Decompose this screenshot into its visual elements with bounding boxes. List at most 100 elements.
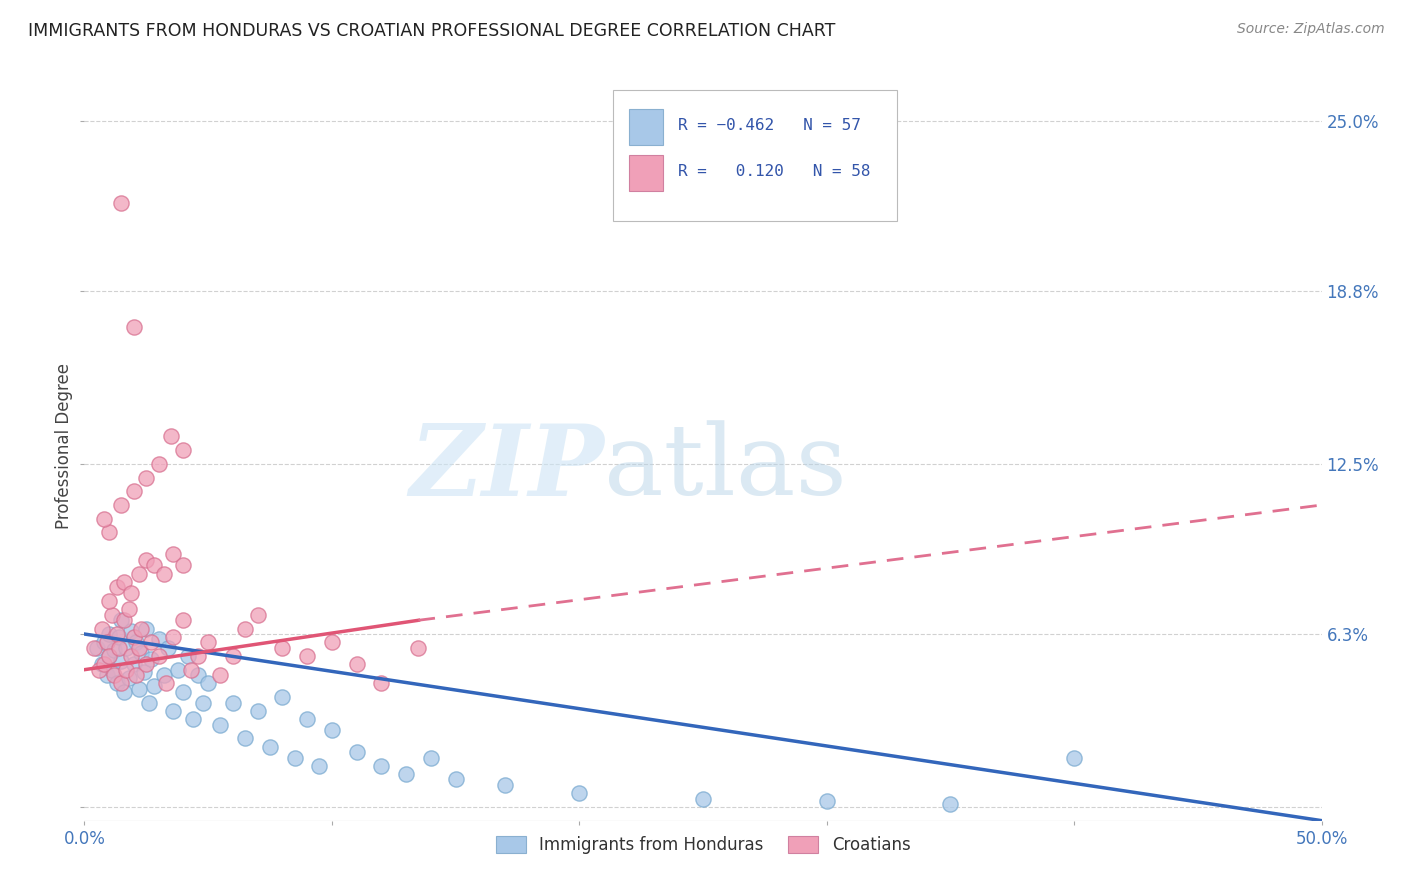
Point bbox=[271, 690, 294, 705]
Point bbox=[162, 548, 184, 562]
Point bbox=[135, 622, 157, 636]
Point bbox=[110, 498, 132, 512]
Point bbox=[197, 676, 219, 690]
Point bbox=[187, 648, 209, 663]
Point bbox=[939, 797, 962, 812]
FancyBboxPatch shape bbox=[628, 109, 664, 145]
Point bbox=[295, 712, 318, 726]
Point bbox=[321, 723, 343, 737]
Point bbox=[135, 470, 157, 484]
Point bbox=[152, 668, 174, 682]
Point bbox=[209, 668, 232, 682]
Point bbox=[86, 640, 108, 655]
Point bbox=[128, 640, 150, 655]
Point bbox=[120, 586, 142, 600]
Point bbox=[98, 594, 121, 608]
Point bbox=[112, 684, 135, 698]
Legend: Immigrants from Honduras, Croatians: Immigrants from Honduras, Croatians bbox=[489, 830, 917, 861]
Point bbox=[233, 622, 256, 636]
Point bbox=[295, 648, 318, 663]
Point bbox=[112, 574, 135, 589]
Point bbox=[321, 635, 343, 649]
Point bbox=[419, 750, 441, 764]
Point bbox=[167, 663, 190, 677]
Point bbox=[93, 512, 115, 526]
Point bbox=[346, 745, 368, 759]
Point bbox=[222, 696, 245, 710]
Point bbox=[191, 696, 214, 710]
Point bbox=[172, 558, 194, 573]
Point bbox=[172, 613, 194, 627]
Point bbox=[692, 791, 714, 805]
Point bbox=[135, 657, 157, 672]
Point bbox=[110, 613, 132, 627]
Point bbox=[370, 758, 392, 772]
Point bbox=[96, 668, 118, 682]
Point bbox=[132, 665, 155, 680]
Point bbox=[122, 484, 145, 499]
Point bbox=[103, 668, 125, 682]
Point bbox=[271, 640, 294, 655]
Point bbox=[122, 319, 145, 334]
Point bbox=[122, 630, 145, 644]
Point bbox=[93, 635, 115, 649]
Point bbox=[128, 566, 150, 581]
Y-axis label: Professional Degree: Professional Degree bbox=[55, 363, 73, 529]
Point bbox=[148, 632, 170, 647]
Point bbox=[177, 648, 200, 663]
Point bbox=[259, 739, 281, 754]
Text: IMMIGRANTS FROM HONDURAS VS CROATIAN PROFESSIONAL DEGREE CORRELATION CHART: IMMIGRANTS FROM HONDURAS VS CROATIAN PRO… bbox=[28, 22, 835, 40]
Point bbox=[148, 457, 170, 471]
Point bbox=[181, 712, 204, 726]
Point bbox=[141, 635, 163, 649]
Point bbox=[103, 643, 125, 657]
Point bbox=[160, 429, 183, 443]
Point bbox=[370, 676, 392, 690]
Point bbox=[197, 635, 219, 649]
Point bbox=[98, 648, 121, 663]
Point bbox=[180, 663, 202, 677]
Point bbox=[115, 640, 138, 655]
Point bbox=[308, 758, 330, 772]
Point bbox=[209, 717, 232, 731]
Point bbox=[110, 196, 132, 211]
Point bbox=[90, 657, 112, 672]
Point bbox=[100, 663, 122, 677]
Point bbox=[172, 443, 194, 458]
Point bbox=[122, 657, 145, 672]
Point bbox=[108, 630, 131, 644]
Point bbox=[98, 627, 121, 641]
Point bbox=[98, 648, 121, 663]
Point bbox=[128, 681, 150, 696]
Point bbox=[152, 566, 174, 581]
Point bbox=[98, 525, 121, 540]
Point bbox=[444, 772, 467, 787]
Point bbox=[395, 767, 418, 781]
Point bbox=[135, 553, 157, 567]
Text: ZIP: ZIP bbox=[409, 420, 605, 516]
Point bbox=[568, 786, 591, 800]
Point bbox=[172, 684, 194, 698]
Point bbox=[93, 657, 115, 672]
Point bbox=[112, 613, 135, 627]
Text: R = −0.462   N = 57: R = −0.462 N = 57 bbox=[678, 118, 860, 133]
Point bbox=[157, 640, 180, 655]
Point bbox=[148, 648, 170, 663]
Point bbox=[494, 778, 516, 792]
Point bbox=[233, 731, 256, 746]
Point bbox=[129, 646, 152, 660]
Point bbox=[110, 676, 132, 690]
Point bbox=[90, 622, 112, 636]
Point bbox=[89, 663, 111, 677]
Point bbox=[125, 635, 148, 649]
Point bbox=[284, 750, 307, 764]
Point bbox=[246, 607, 269, 622]
Point bbox=[100, 607, 122, 622]
Point bbox=[408, 640, 430, 655]
Point bbox=[142, 558, 165, 573]
Point bbox=[1063, 750, 1085, 764]
Point bbox=[162, 630, 184, 644]
Point bbox=[110, 655, 132, 669]
Point bbox=[222, 648, 245, 663]
Text: Source: ZipAtlas.com: Source: ZipAtlas.com bbox=[1237, 22, 1385, 37]
